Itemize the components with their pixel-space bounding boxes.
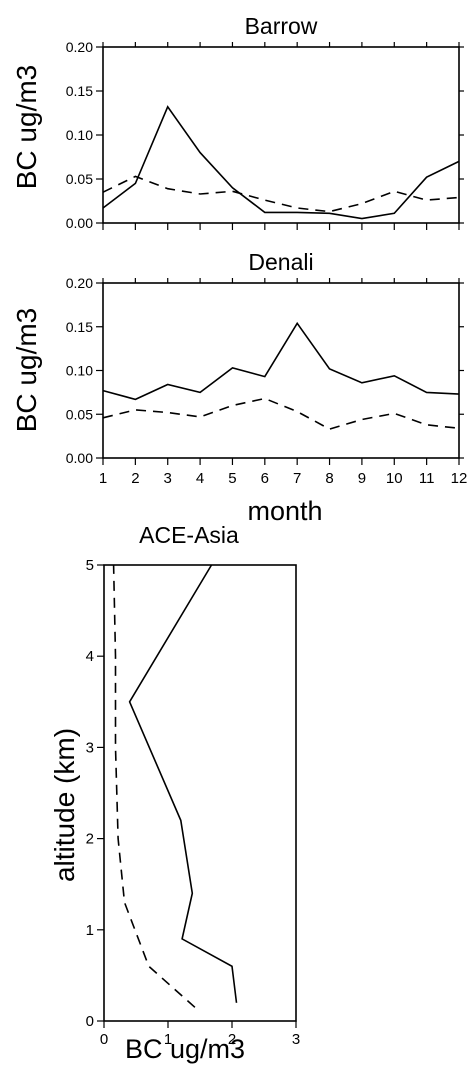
denali-frame bbox=[102, 282, 460, 459]
ace-asia-ytick-label: 1 bbox=[86, 922, 94, 939]
denali-ytick-label: 0.05 bbox=[66, 406, 93, 422]
ace-asia-ytick-label: 3 bbox=[86, 739, 94, 756]
panel-denali: Denali BC ug/m3 month 0.00 0.05 0.10 0.15 0.… bbox=[11, 249, 467, 526]
ace-asia-series-dashed-line bbox=[112, 564, 196, 1008]
denali-series-dashed-line bbox=[102, 397, 460, 430]
denali-xtick-label: 2 bbox=[131, 470, 139, 487]
barrow-ytick-label: 0.05 bbox=[66, 171, 93, 187]
barrow-ytick-label: 0.00 bbox=[66, 215, 93, 231]
denali-xtick-label: 1 bbox=[99, 470, 107, 487]
denali-xtick-label: 11 bbox=[419, 470, 435, 487]
denali-xtick-label: 7 bbox=[293, 470, 301, 487]
denali-ytick-label: 0.20 bbox=[66, 275, 93, 291]
denali-xtick-label: 12 bbox=[451, 470, 468, 487]
ace-asia-xtick-label: 0 bbox=[100, 1031, 108, 1048]
barrow-ylabel: BC ug/m3 bbox=[11, 65, 42, 190]
panel-ace-asia: ACE-Asia altitude (km) BC ug/m3 0 1 2 3 4 5 0 1… bbox=[49, 522, 300, 1064]
barrow-frame bbox=[102, 46, 460, 224]
denali-ylabel: BC ug/m3 bbox=[11, 308, 42, 433]
ace-asia-frame bbox=[103, 564, 297, 1022]
ace-asia-ytick-label: 5 bbox=[86, 557, 94, 574]
denali-xtick-label: 6 bbox=[261, 470, 269, 487]
denali-series-solid-line bbox=[102, 321, 460, 401]
denali-title: Denali bbox=[248, 249, 313, 275]
denali-xlabel: month bbox=[247, 496, 322, 526]
ace-asia-series-solid-line bbox=[128, 564, 238, 1003]
ace-asia-title: ACE-Asia bbox=[139, 522, 239, 548]
ace-asia-ylabel: altitude (km) bbox=[49, 728, 80, 882]
barrow-series-dashed-line bbox=[102, 175, 460, 213]
ace-asia-ytick-label: 4 bbox=[86, 648, 94, 665]
denali-xtick-label: 8 bbox=[325, 470, 333, 487]
denali-ytick-label: 0.15 bbox=[66, 319, 93, 335]
denali-ytick-label: 0.00 bbox=[66, 450, 93, 466]
denali-xtick-label: 3 bbox=[164, 470, 172, 487]
ace-asia-xtick-label: 1 bbox=[164, 1031, 172, 1048]
denali-xtick-label: 5 bbox=[228, 470, 236, 487]
barrow-ytick-label: 0.15 bbox=[66, 83, 93, 99]
ace-asia-xtick-label: 2 bbox=[228, 1031, 236, 1048]
barrow-ytick-label: 0.10 bbox=[66, 127, 93, 143]
denali-xtick-label: 4 bbox=[196, 470, 204, 487]
barrow-title: Barrow bbox=[245, 13, 318, 39]
denali-xtick-label: 9 bbox=[358, 470, 366, 487]
ace-asia-ytick-label: 0 bbox=[86, 1013, 94, 1030]
ace-asia-xlabel: BC ug/m3 bbox=[125, 1034, 245, 1064]
ace-asia-xtick-label: 3 bbox=[292, 1031, 300, 1048]
barrow-series-solid-line bbox=[102, 105, 460, 220]
panel-barrow: Barrow BC ug/m3 0.00 0.05 0.10 0.15 0.20 bbox=[11, 13, 464, 231]
denali-ytick-label: 0.10 bbox=[66, 363, 93, 379]
barrow-ytick-label: 0.20 bbox=[66, 39, 93, 55]
denali-xtick-label: 10 bbox=[386, 470, 403, 487]
ace-asia-ytick-label: 2 bbox=[86, 831, 94, 848]
